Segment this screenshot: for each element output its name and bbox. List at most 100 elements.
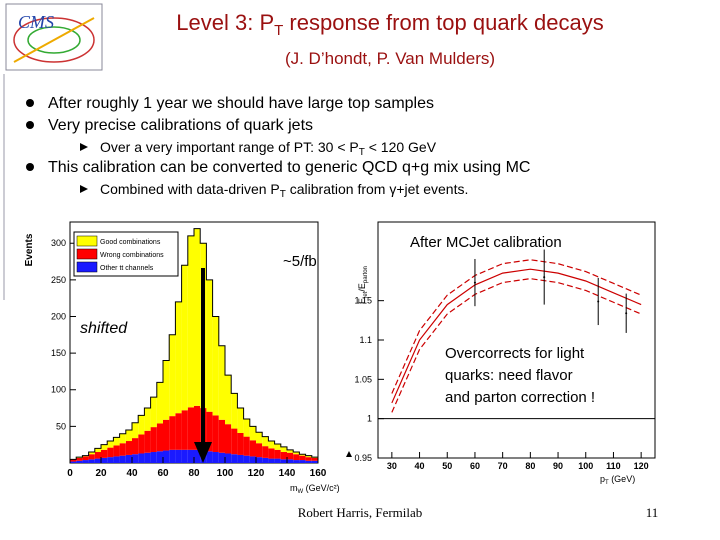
data-point [625, 312, 628, 315]
bar-segment [169, 334, 176, 417]
bar-segment [231, 393, 238, 429]
y-tick-label: 0.95 [354, 453, 372, 463]
x-tick-label: 90 [553, 461, 563, 471]
bar-segment [113, 437, 120, 446]
bar-segment [156, 423, 163, 452]
bar-segment [231, 428, 238, 455]
bar-segment [299, 460, 306, 463]
footer-author: Robert Harris, Fermilab [298, 505, 423, 520]
plot-title: After MCJet calibration [410, 234, 562, 251]
bar-segment [218, 345, 225, 420]
logo-frame [5, 3, 103, 71]
bar-segment [132, 454, 139, 463]
text-part: calibration from γ+jet events. [286, 181, 468, 197]
text-part: (GeV) [609, 474, 636, 484]
bar-segment [249, 426, 256, 441]
text-part: p [600, 474, 605, 484]
logo-ellipse [27, 26, 81, 54]
bar-segment [144, 430, 151, 453]
bar-segment [107, 457, 114, 463]
legend-swatch [76, 261, 98, 273]
bar-segment [256, 443, 263, 458]
x-tick-label: 70 [498, 461, 508, 471]
legend-label: Wrong combinations [100, 252, 164, 259]
bar-segment [206, 451, 213, 463]
y-tick-label: 1.1 [359, 335, 372, 345]
bar-segment [287, 452, 294, 460]
bar-segment [181, 410, 188, 450]
bar-segment [175, 301, 182, 414]
text-part: (GeV/c²) [303, 483, 340, 493]
sub-bullet-arrow [80, 143, 88, 151]
bar-segment [101, 444, 108, 450]
curve [391, 259, 642, 394]
bar-segment [311, 460, 318, 463]
bar-segment [293, 452, 300, 455]
bar-segment [107, 441, 114, 448]
data-point [473, 281, 476, 284]
x-tick-label: 0 [67, 468, 73, 479]
x-tick-label: 80 [188, 468, 200, 479]
bar-segment [305, 460, 312, 463]
bar-segment [70, 459, 77, 462]
sub-bullet-text: Combined with data-driven PT calibration… [100, 181, 468, 200]
x-tick-label: 30 [387, 461, 397, 471]
bar-segment [305, 455, 312, 458]
bar-segment [243, 419, 250, 437]
bar-segment [274, 443, 281, 450]
y-axis-label: Ejet/Eparton [357, 266, 369, 304]
y-tick-label: 1.15 [354, 296, 372, 306]
bar-segment [268, 458, 275, 463]
bar-segment [169, 449, 176, 463]
text-part: T [605, 480, 609, 486]
bar-segment [287, 459, 294, 463]
x-axis-label: mW (GeV/c²) [290, 483, 340, 495]
bar-segment [138, 415, 145, 435]
bullet-text: This calibration can be converted to gen… [48, 159, 530, 176]
bar-segment [144, 408, 151, 431]
bar-segment [262, 446, 269, 458]
x-tick-label: 100 [578, 461, 593, 471]
bar-segment [212, 452, 219, 463]
bar-segment [82, 460, 89, 463]
bar-segment [237, 432, 244, 455]
y-tick-label: 50 [56, 421, 66, 431]
bar-segment [132, 438, 139, 455]
bar-segment [293, 454, 300, 461]
bar-segment [218, 419, 225, 453]
bar-segment [144, 452, 151, 463]
x-tick-label: 40 [126, 468, 138, 479]
text-part: T [280, 189, 286, 200]
bar-segment [231, 454, 238, 463]
x-tick-label: 160 [310, 468, 327, 479]
bar-segment [194, 228, 201, 406]
bar-segment [156, 451, 163, 463]
bar-segment [268, 448, 275, 459]
bar-segment [299, 454, 306, 456]
text-part: E [357, 298, 367, 304]
text-part: jet [363, 291, 369, 299]
bar-segment [305, 457, 312, 461]
legend-swatch [76, 235, 98, 247]
bar-segment [237, 454, 244, 463]
page-number: 11 [646, 505, 659, 520]
bar-segment [194, 449, 201, 463]
bar-segment [280, 459, 287, 463]
bar-segment [249, 456, 256, 463]
legend-swatch [76, 248, 98, 260]
sub-bullet-text: Over a very important range of PT: 30 < … [100, 139, 437, 158]
y-tick-label: 100 [51, 385, 66, 395]
bullet-dot [26, 99, 34, 107]
bar-segment [274, 449, 281, 459]
marker-triangle [346, 451, 352, 457]
text-part: Level 3: P [176, 10, 274, 35]
text-part: Over a very important range of PT: 30 < … [100, 139, 359, 155]
bar-segment [125, 454, 132, 463]
x-tick-label: 60 [157, 468, 169, 479]
bar-segment [163, 450, 170, 463]
bar-segment [262, 457, 269, 463]
annotation: Overcorrects for light [445, 345, 585, 362]
bar-segment [150, 452, 157, 463]
bar-segment [88, 459, 95, 463]
